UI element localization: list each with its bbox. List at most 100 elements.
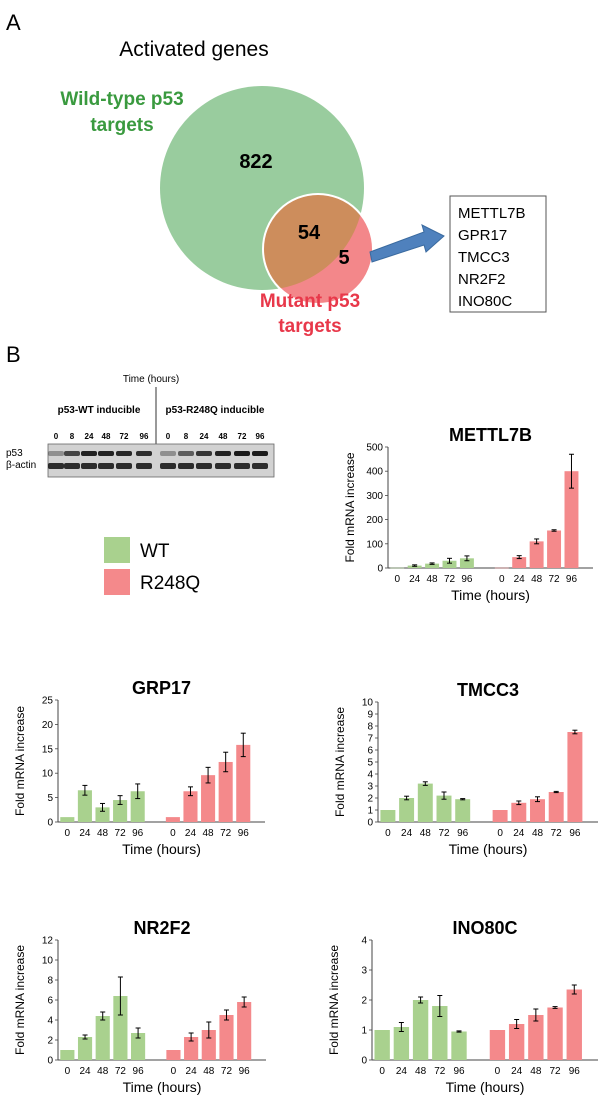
y-tick-label: 6 — [47, 996, 53, 1007]
x-tick-label: 72 — [438, 828, 450, 839]
x-tick-label: 96 — [569, 828, 581, 839]
bar-r248q — [567, 732, 583, 822]
blot-band-actin — [136, 463, 152, 469]
bar-wt — [60, 1050, 75, 1060]
y-tick-label: 200 — [366, 515, 383, 526]
bar-r248q — [512, 557, 527, 568]
y-tick-label: 0 — [377, 564, 383, 575]
x-tick-label: 48 — [203, 828, 215, 839]
bar-wt — [380, 810, 396, 822]
x-tick-label: 96 — [457, 828, 469, 839]
bar-wt — [130, 791, 145, 822]
x-tick-label: 48 — [415, 1066, 427, 1077]
blot-time-label: Time (hours) — [123, 374, 179, 385]
x-tick-label: 48 — [97, 828, 109, 839]
blot-lane-label: 48 — [219, 432, 228, 441]
x-tick-label: 48 — [530, 1066, 542, 1077]
y-tick-label: 9 — [367, 710, 373, 721]
x-tick-label: 0 — [65, 828, 71, 839]
x-axis-label: Time (hours) — [451, 587, 530, 603]
y-axis-label: Fold mRNA increase — [327, 945, 341, 1055]
bar-r248q — [166, 1050, 181, 1060]
y-axis-label: Fold mRNA increase — [333, 707, 347, 817]
bar-r248q — [530, 799, 545, 822]
venn-title: Activated genes — [119, 38, 268, 61]
gene-list-item: INO80C — [458, 293, 512, 310]
blot-band-p53 — [81, 451, 97, 456]
bar-r248q — [183, 791, 198, 822]
blot-band-actin — [178, 463, 194, 469]
overlap-count: 54 — [298, 222, 321, 244]
x-tick-label: 0 — [65, 1066, 71, 1077]
x-tick-label: 24 — [513, 828, 525, 839]
x-tick-label: 0 — [170, 828, 176, 839]
bar-wt — [412, 1000, 429, 1060]
bar-wt — [432, 1006, 448, 1060]
wt-targets-label-line2: targets — [90, 115, 153, 136]
y-tick-label: 0 — [367, 818, 373, 829]
blot-band-actin — [215, 463, 231, 469]
blot-lane-labels: 0 8 24 48 72 96 0 8 24 48 72 96 — [54, 432, 265, 441]
blot-lane-label: 72 — [120, 432, 129, 441]
y-axis-label: Fold mRNA increase — [13, 945, 27, 1055]
x-tick-label: 96 — [453, 1066, 465, 1077]
blot-band-actin — [81, 463, 97, 469]
blot-band-p53 — [64, 451, 80, 456]
panel-a: A Activated genes Wild-type p53 targets … — [6, 10, 547, 337]
x-tick-label: 96 — [461, 574, 473, 585]
bar-wt — [77, 790, 92, 822]
x-tick-label: 24 — [79, 1066, 91, 1077]
western-blot: Time (hours) p53-WT inducible p53-R248Q … — [6, 374, 275, 478]
y-tick-label: 8 — [47, 976, 53, 987]
bar-r248q — [489, 1030, 506, 1060]
y-tick-label: 10 — [362, 698, 374, 709]
y-tick-label: 10 — [42, 956, 54, 967]
x-tick-label: 96 — [566, 574, 578, 585]
x-tick-label: 0 — [379, 1066, 385, 1077]
x-tick-label: 24 — [396, 1066, 408, 1077]
blot-lane-label: 24 — [200, 432, 209, 441]
bar-wt — [113, 800, 128, 822]
bar-r248q — [511, 802, 527, 822]
y-tick-label: 8 — [367, 722, 373, 733]
arrow-icon — [369, 224, 445, 263]
x-tick-label: 96 — [569, 1066, 581, 1077]
x-tick-label: 96 — [132, 828, 144, 839]
y-tick-label: 10 — [42, 769, 54, 780]
x-tick-label: 0 — [497, 828, 503, 839]
y-tick-label: 2 — [367, 794, 373, 805]
blot-band-p53 — [196, 451, 212, 456]
mutant-only-count: 5 — [338, 247, 349, 269]
bar-wt — [399, 798, 415, 822]
bar-r248q — [219, 1015, 234, 1060]
mutant-targets-label-line1: Mutant p53 — [260, 291, 360, 312]
blot-band-p53 — [252, 451, 268, 456]
bar-wt — [455, 799, 471, 822]
x-tick-label: 72 — [434, 1066, 446, 1077]
bar-r248q — [218, 761, 233, 822]
blot-lane-label: 72 — [238, 432, 247, 441]
blot-band-actin — [252, 463, 268, 469]
y-tick-label: 0 — [361, 1056, 367, 1067]
blot-band-actin — [64, 463, 80, 469]
x-tick-label: 72 — [220, 828, 232, 839]
gene-list-item: GPR17 — [458, 227, 507, 244]
x-tick-label: 96 — [239, 1066, 251, 1077]
legend-r248q-swatch — [104, 569, 130, 595]
bar-r248q — [494, 567, 509, 569]
x-tick-label: 96 — [133, 1066, 145, 1077]
x-tick-label: 0 — [495, 1066, 501, 1077]
x-tick-label: 24 — [185, 828, 197, 839]
bar-wt — [390, 567, 405, 569]
mutant-targets-label-line2: targets — [278, 316, 341, 337]
x-axis-label: Time (hours) — [123, 1079, 202, 1095]
blot-lane-label: 24 — [85, 432, 94, 441]
blot-membrane — [47, 443, 275, 478]
y-tick-label: 1 — [367, 806, 373, 817]
blot-band-actin — [116, 463, 132, 469]
y-tick-label: 4 — [361, 936, 367, 947]
gene-list-item: TMCC3 — [458, 249, 510, 266]
legend-wt-swatch — [104, 537, 130, 563]
bar-wt — [436, 795, 452, 822]
